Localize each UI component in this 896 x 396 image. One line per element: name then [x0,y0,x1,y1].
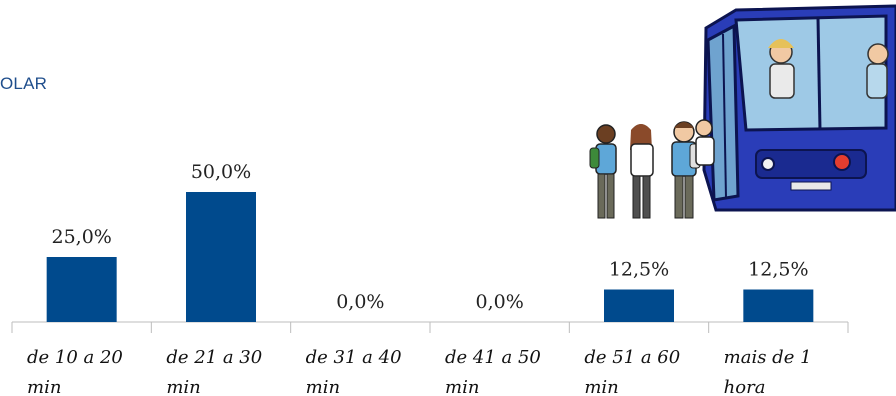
bar [46,257,117,322]
bar [604,289,674,322]
data-label: 12,5% [748,259,808,281]
category-label: de 51 a 60 [584,347,680,368]
bar [743,289,814,322]
category-label: min [445,377,479,396]
students-icon [589,119,715,219]
data-label: 12,5% [609,259,669,281]
data-label: 0,0% [476,291,524,313]
category-label: hora [724,377,766,396]
data-label: 25,0% [51,226,111,248]
data-label: 0,0% [336,291,384,313]
data-label: 50,0% [191,161,251,183]
category-label: min [584,377,618,396]
school-bus-illustration [589,4,896,219]
category-label: min [27,377,61,396]
category-label: min [166,377,200,396]
category-label: min [306,377,340,396]
category-label: de 31 a 40 [306,347,402,368]
category-label: de 21 a 30 [166,347,262,368]
bus-icon [702,4,896,212]
chart-title-fragment: OLAR [0,74,48,93]
category-label: mais de 1 [724,347,812,368]
category-label: de 10 a 20 [27,347,123,368]
bar [186,192,256,322]
category-label: de 41 a 50 [445,347,541,368]
